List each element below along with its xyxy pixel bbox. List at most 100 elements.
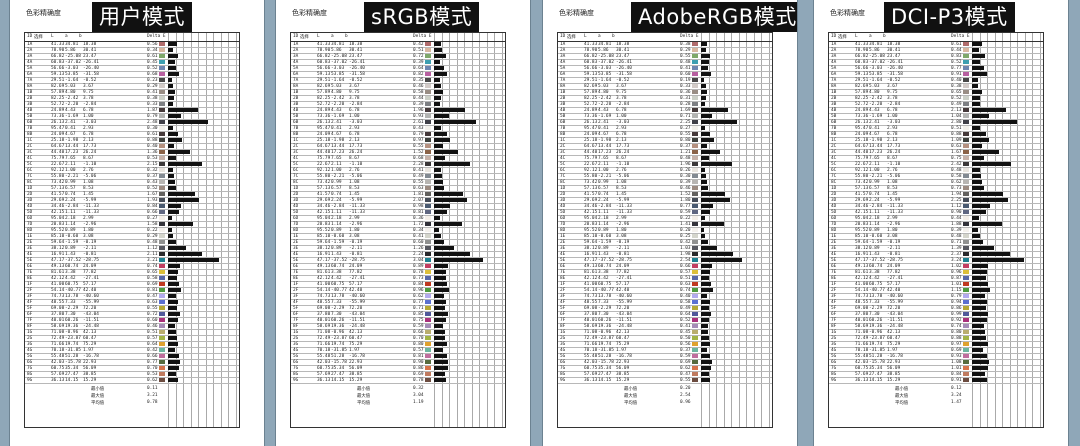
table-row: 4A 60.83 -37.02 -26.41 0.52 bbox=[829, 59, 1043, 66]
color-swatch bbox=[425, 282, 431, 286]
cell-delta-e: 2.07 bbox=[413, 197, 424, 203]
cell-a: -2.21 bbox=[331, 173, 345, 179]
table-row: 4G 70.18 -31.85 1.97 0.37 bbox=[558, 347, 772, 354]
table-row: 1D 57.13 6.57 8.53 0.73 bbox=[829, 185, 1043, 192]
delta-e-bar bbox=[972, 366, 989, 370]
delta-e-bar bbox=[701, 162, 733, 166]
cell-l: 66.82 bbox=[317, 53, 331, 59]
color-swatch bbox=[425, 324, 431, 328]
cell-b: -0.81 bbox=[616, 251, 630, 257]
footer-label: 最大值 bbox=[91, 393, 105, 399]
grid-line bbox=[494, 33, 495, 427]
cell-a: -2.20 bbox=[598, 101, 612, 107]
cell-a: 19.74 bbox=[331, 341, 345, 347]
cell-b: -0.52 bbox=[616, 77, 630, 83]
cell-l: 59.13 bbox=[584, 71, 598, 77]
cell-b: 2.76 bbox=[616, 167, 627, 173]
table-row: 5B 73.36 -1.69 1.00 1.04 bbox=[829, 113, 1043, 120]
table-row: 9G 36.13 14.15 15.29 0.62 bbox=[25, 377, 239, 384]
cell-l: 52.72 bbox=[855, 101, 869, 107]
cell-a: 2.41 bbox=[65, 119, 76, 125]
cell-l: 29.69 bbox=[51, 197, 65, 203]
cell-b: -2.96 bbox=[83, 221, 97, 227]
color-swatch bbox=[963, 276, 969, 280]
cell-a: -37.02 bbox=[598, 59, 614, 65]
cell-l: 60.83 bbox=[51, 59, 65, 65]
cell-delta-e: 0.80 bbox=[951, 329, 962, 335]
delta-e-bar bbox=[972, 54, 986, 58]
delta-e-bar bbox=[434, 276, 446, 280]
delta-e-bar bbox=[701, 132, 710, 136]
color-swatch bbox=[692, 366, 698, 370]
cell-a: -0.96 bbox=[331, 329, 345, 335]
cell-id: 1C bbox=[293, 137, 299, 143]
table-row: 5C 22.67 2.11 -1.10 2.28 bbox=[291, 161, 505, 168]
cell-b: 60.47 bbox=[887, 335, 901, 341]
table-row: 7E 81.61 3.38 77.82 0.96 bbox=[829, 269, 1043, 276]
color-swatch bbox=[425, 378, 431, 382]
cell-delta-e: 0.90 bbox=[413, 359, 424, 365]
cell-l: 24.09 bbox=[855, 131, 869, 137]
grid-line bbox=[753, 33, 755, 427]
color-swatch bbox=[963, 48, 969, 52]
cell-l: 78.90 bbox=[584, 47, 598, 53]
cell-b: -11.51 bbox=[616, 317, 632, 323]
cell-id: 6F bbox=[293, 311, 299, 317]
cell-l: 55.80 bbox=[584, 173, 598, 179]
cell-a: -0.96 bbox=[869, 329, 883, 335]
color-swatch bbox=[159, 192, 165, 196]
cell-delta-e: 1.01 bbox=[951, 281, 962, 287]
cell-a: 7.33 bbox=[65, 299, 76, 305]
cell-b: 30.41 bbox=[616, 47, 630, 53]
cell-id: 4D bbox=[293, 203, 299, 209]
cell-delta-e: 0.53 bbox=[147, 155, 158, 161]
cell-a: 1.14 bbox=[598, 221, 609, 227]
delta-e-bar bbox=[701, 144, 707, 148]
cell-l: 22.67 bbox=[584, 161, 598, 167]
cell-a: 7.65 bbox=[869, 155, 880, 161]
color-swatch bbox=[692, 174, 698, 178]
footer-max: 最大值 3.21 bbox=[25, 392, 239, 399]
cell-delta-e: 0.53 bbox=[147, 371, 158, 377]
table-row: 5A 56.66 -3.03 -26.40 0.77 bbox=[829, 65, 1043, 72]
cell-id: 1E bbox=[831, 233, 837, 239]
cell-id: 2G bbox=[560, 335, 566, 341]
table-row: 2C 64.67 13.44 17.73 0.37 bbox=[558, 143, 772, 150]
cell-a: -23.87 bbox=[331, 335, 347, 341]
table-row: 1E 85.10 -0.60 3.08 0.29 bbox=[25, 233, 239, 240]
delta-e-bar bbox=[434, 108, 466, 112]
cell-delta-e: 0.74 bbox=[147, 263, 158, 269]
cell-l: 48.55 bbox=[317, 299, 331, 305]
cell-id: 6D bbox=[27, 215, 33, 221]
cell-b: -5.06 bbox=[83, 173, 97, 179]
cell-l: 29.69 bbox=[855, 197, 869, 203]
cell-delta-e: 0.84 bbox=[951, 371, 962, 377]
cell-b: 30.41 bbox=[83, 47, 97, 53]
cell-delta-e: 1.67 bbox=[951, 149, 962, 155]
cell-id: 1B bbox=[27, 89, 33, 95]
cell-delta-e: 0.71 bbox=[951, 239, 962, 245]
cell-delta-e: 0.40 bbox=[147, 143, 158, 149]
table-row: 6D 95.04 2.18 2.99 0.22 bbox=[558, 215, 772, 222]
delta-e-bar bbox=[701, 264, 712, 268]
cell-delta-e: 2.54 bbox=[680, 257, 691, 263]
cell-a: 0.89 bbox=[331, 227, 342, 233]
color-swatch bbox=[963, 132, 969, 136]
cell-b: 24.09 bbox=[83, 263, 97, 269]
cell-b: -55.99 bbox=[83, 299, 99, 305]
color-swatch bbox=[692, 246, 698, 250]
cell-b: 3.08 bbox=[349, 233, 360, 239]
mode-badge: 用户模式 bbox=[92, 2, 192, 32]
delta-e-bar bbox=[434, 168, 441, 172]
color-swatch bbox=[425, 42, 431, 46]
color-swatch bbox=[692, 132, 698, 136]
cell-delta-e: 0.88 bbox=[951, 131, 962, 137]
delta-e-bar bbox=[434, 378, 447, 382]
footer-value: 1.47 bbox=[951, 399, 962, 405]
cell-a: 4.43 bbox=[598, 107, 609, 113]
color-swatch bbox=[963, 348, 969, 352]
cell-id: 5B bbox=[831, 113, 837, 119]
table-row: 6E 49.13 60.74 24.09 0.66 bbox=[558, 263, 772, 270]
table-row: 7B 95.47 0.41 2.93 0.43 bbox=[291, 125, 505, 132]
